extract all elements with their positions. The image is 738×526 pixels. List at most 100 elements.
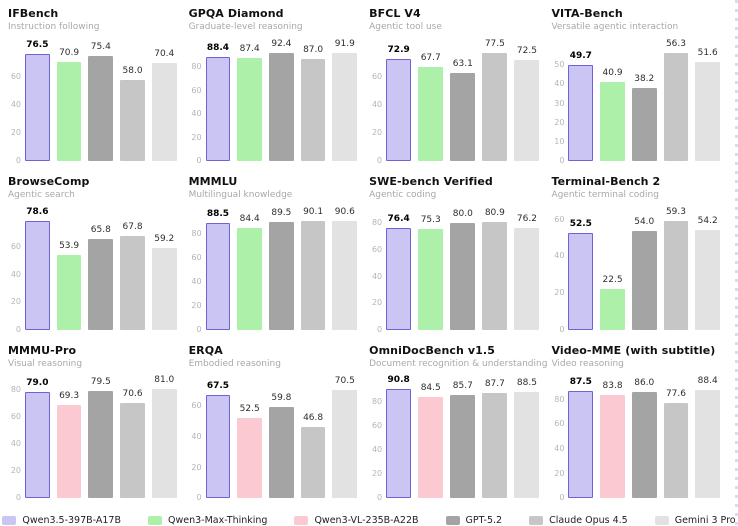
bar-group-claude: 80.9	[482, 209, 508, 330]
bar-group-gpt52: 80.0	[450, 210, 476, 330]
bar-qwen35	[568, 65, 594, 162]
bar-group-qwen3vl: 84.5	[418, 383, 444, 499]
y-axis-tick-label: 80	[191, 228, 202, 238]
bar-group-claude: 87.7	[482, 379, 508, 499]
chart-caption: SWE-bench Verified Agentic coding	[369, 175, 547, 201]
legend-label: Gemini 3 Pro	[674, 515, 736, 526]
bar-claude	[482, 52, 508, 162]
bar-group-gpt52: 63.1	[450, 49, 476, 162]
bar-group-gemini: 54.2	[695, 217, 721, 330]
chart-caption: MMMLU Multilingual knowledge	[189, 175, 366, 201]
bar-value-label: 86.0	[634, 378, 655, 389]
y-axis-tick-label: 0	[559, 324, 565, 334]
legend-label: Qwen3-VL-235B-A22B	[314, 515, 419, 526]
bar-value-label: 84.4	[239, 214, 260, 225]
y-axis-tick-label: 60	[10, 412, 21, 422]
bar-group-claude: 56.3	[663, 39, 689, 162]
bar-gemini	[514, 59, 540, 162]
legend-swatch	[147, 516, 162, 526]
y-axis-tick-label: 60	[371, 72, 383, 82]
bar-value-label: 81.0	[154, 375, 175, 386]
bar-group-claude: 46.8	[300, 386, 326, 499]
bars-area: 88.5 84.4 89.5 90.1 90.6	[205, 207, 366, 330]
bar-value-label: 76.4	[387, 214, 410, 225]
bar-value-label: 76.5	[26, 40, 49, 51]
bar-group-qwen35: 88.5	[205, 210, 231, 330]
bars-area: 67.5 52.5 59.8 46.8 70.5	[205, 377, 366, 499]
bar-group-qwen3vl: 83.8	[600, 382, 625, 499]
chart-caption: OmniDocBench v1.5 Document recognition &…	[369, 344, 547, 370]
y-axis: 0 20 40 60	[551, 214, 568, 333]
bar-value-label: 91.9	[334, 39, 355, 50]
y-axis-tick-label: 20	[554, 117, 565, 127]
y-axis-tick-label: 40	[554, 444, 565, 454]
bar-value-label: 87.7	[484, 378, 505, 389]
bar-group-qwen35: 76.5	[25, 41, 50, 162]
chart-subtitle: Graduate-level reasoning	[188, 21, 303, 32]
bar-gemini	[151, 62, 177, 162]
bar-group-gemini: 88.4	[695, 376, 721, 499]
bar-gemini	[514, 391, 540, 499]
chart-title: GPQA Diamond	[188, 7, 284, 20]
bar-gpt52	[269, 52, 294, 162]
y-axis: 0 20 40 60	[369, 49, 386, 165]
legend-swatch	[294, 516, 309, 526]
bar-gpt52	[450, 395, 476, 499]
bar-group-gpt52: 59.8	[269, 386, 294, 499]
bar-claude	[663, 402, 689, 499]
bars-area: 87.5 83.8 86.0 77.6 88.4	[568, 376, 728, 499]
bar-qwen35	[25, 54, 50, 162]
bar-value-label: 84.5	[420, 382, 441, 393]
bar-gemini	[695, 61, 721, 162]
bar-group-gpt52: 54.0	[631, 217, 657, 330]
y-axis-tick-label: 0	[196, 493, 202, 503]
bars-area: 88.4 87.4 92.4 87.0 91.9	[205, 39, 366, 162]
y-axis-tick-label: 80	[371, 218, 383, 228]
y-axis-tick-label: 0	[15, 156, 21, 166]
bar-gpt52	[450, 73, 476, 162]
chart-caption: IFBench Instruction following	[8, 7, 185, 33]
bar-plot: 0 20 40 60 80 79.0 69.3 79.5 70.6 81.0	[8, 376, 185, 502]
bar-value-label: 92.4	[271, 38, 292, 49]
bar-claude	[120, 403, 145, 499]
legend-swatch	[654, 516, 669, 526]
bar-group-qwen3mt: 53.9	[56, 218, 82, 330]
chart-browsecomp: BrowseComp Agentic search 0 20 40 60 78.6 53…	[8, 175, 185, 333]
y-axis-tick-label: 40	[10, 100, 21, 110]
bar-qwen35	[386, 228, 412, 330]
chart-ifbench: IFBench Instruction following 0 20 40 60 76…	[8, 7, 185, 165]
legend-item-gpt52: GPT-5.2	[445, 515, 502, 526]
bar-value-label: 56.3	[665, 38, 686, 49]
y-axis-tick-label: 60	[554, 214, 565, 224]
bar-plot: 0 20 40 60 80 88.4 87.4 92.4 87.0 91.9	[189, 39, 366, 165]
y-axis: 0 20 40 60	[189, 386, 206, 502]
bar-value-label: 67.5	[206, 380, 230, 391]
bar-value-label: 80.0	[452, 209, 473, 220]
bar-group-gemini: 81.0	[151, 376, 177, 499]
chart-caption: ERQA Embodied reasoning	[189, 344, 366, 370]
bar-group-gpt52: 85.7	[450, 382, 476, 499]
bar-gemini	[151, 248, 177, 330]
bar-qwen3mt	[237, 58, 262, 162]
bar-group-claude: 59.3	[663, 208, 689, 330]
y-axis-tick-label: 80	[10, 385, 21, 395]
bar-value-label: 87.0	[303, 44, 324, 55]
bar-value-label: 72.5	[516, 45, 537, 56]
bar-value-label: 72.9	[387, 45, 410, 56]
bar-group-gemini: 70.5	[332, 377, 358, 499]
bar-claude	[482, 392, 508, 499]
bar-value-label: 88.5	[516, 377, 537, 388]
bar-group-qwen3mt: 67.7	[418, 49, 444, 162]
chart-subtitle: Agentic coding	[369, 190, 437, 201]
bar-group-gpt52: 89.5	[269, 209, 294, 330]
bar-value-label: 59.3	[665, 207, 686, 217]
bar-qwen35	[25, 391, 50, 499]
chart-title: ERQA	[188, 343, 223, 357]
y-axis-tick-label: 20	[10, 297, 21, 307]
bar-qwen35	[568, 390, 594, 499]
y-axis-tick-label: 0	[559, 493, 565, 503]
bar-value-label: 79.0	[26, 377, 49, 388]
bar-qwen35	[568, 233, 594, 330]
bar-qwen3mt	[600, 82, 625, 162]
